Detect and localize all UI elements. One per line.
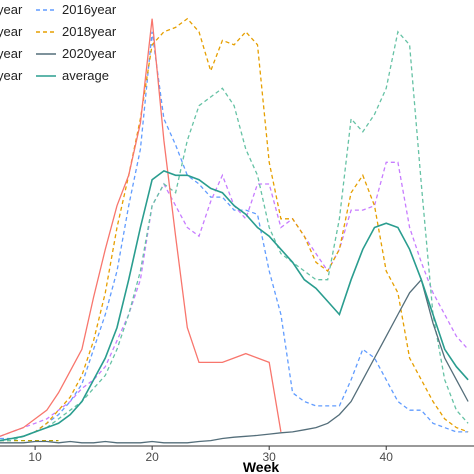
legend-label-2016year: 2016year <box>62 2 117 17</box>
x-tick-label-30: 30 <box>263 450 277 464</box>
legend: year year year year 2016year 2018year 2020year… <box>0 2 117 83</box>
series-line-2018year <box>0 17 469 442</box>
legend-entry-2018year: 2018year <box>36 24 117 39</box>
legend-entry-2020year: 2020year <box>36 46 117 61</box>
legend-label-average: average <box>62 68 109 83</box>
series-line-2020year <box>0 278 469 444</box>
x-axis: 10 20 30 40 <box>0 445 474 464</box>
legend-entry-2021year: year <box>0 68 23 83</box>
legend-label-2017year: year <box>0 24 23 39</box>
x-tick-label-40: 40 <box>380 450 394 464</box>
legend-label-2019year: year <box>0 46 23 61</box>
x-tick-label-20: 20 <box>145 450 159 464</box>
x-tick-label-10: 10 <box>28 450 42 464</box>
legend-entry-2017year: year <box>0 24 23 39</box>
series-line-2016year <box>0 31 469 440</box>
legend-label-2021year: year <box>0 68 23 83</box>
legend-label-2020year: 2020year <box>62 46 117 61</box>
legend-entry-average: average <box>36 68 109 83</box>
series-line-2017year <box>0 161 469 437</box>
series-line-2021year <box>0 18 282 437</box>
legend-entry-2016year: 2016year <box>36 2 117 17</box>
legend-entry-2015year: year <box>0 2 23 17</box>
legend-label-2018year: 2018year <box>62 24 117 39</box>
legend-label-2015year: year <box>0 2 23 17</box>
series-line-2019year <box>0 30 469 442</box>
x-axis-title: Week <box>243 459 280 474</box>
series-line-average <box>0 169 469 442</box>
legend-entry-2019year: year <box>0 46 23 61</box>
series-layer <box>0 17 469 444</box>
